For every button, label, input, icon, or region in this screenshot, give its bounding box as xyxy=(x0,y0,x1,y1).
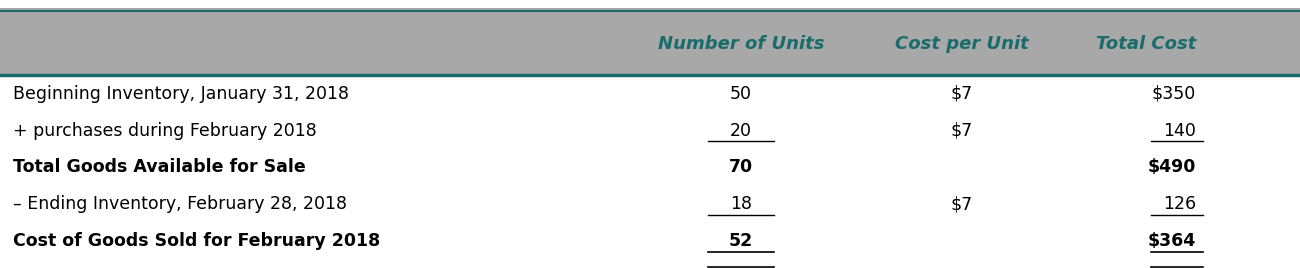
Text: $7: $7 xyxy=(950,195,974,214)
Text: 52: 52 xyxy=(729,232,753,251)
FancyBboxPatch shape xyxy=(0,75,1300,260)
Text: Beginning Inventory, January 31, 2018: Beginning Inventory, January 31, 2018 xyxy=(13,84,348,103)
Text: $490: $490 xyxy=(1148,158,1196,177)
Text: $7: $7 xyxy=(950,121,974,140)
FancyBboxPatch shape xyxy=(0,8,1300,75)
Text: – Ending Inventory, February 28, 2018: – Ending Inventory, February 28, 2018 xyxy=(13,195,347,214)
Text: $350: $350 xyxy=(1152,84,1196,103)
Text: Cost of Goods Sold for February 2018: Cost of Goods Sold for February 2018 xyxy=(13,232,380,251)
Text: 70: 70 xyxy=(729,158,753,177)
Text: Total Goods Available for Sale: Total Goods Available for Sale xyxy=(13,158,305,177)
Text: 18: 18 xyxy=(731,195,751,214)
Text: 126: 126 xyxy=(1164,195,1196,214)
Text: + purchases during February 2018: + purchases during February 2018 xyxy=(13,121,317,140)
Text: 140: 140 xyxy=(1164,121,1196,140)
Text: $364: $364 xyxy=(1148,232,1196,251)
Text: $7: $7 xyxy=(950,84,974,103)
Text: Number of Units: Number of Units xyxy=(658,35,824,53)
Text: 50: 50 xyxy=(731,84,751,103)
Text: Total Cost: Total Cost xyxy=(1096,35,1196,53)
Text: 20: 20 xyxy=(731,121,751,140)
Text: Cost per Unit: Cost per Unit xyxy=(896,35,1028,53)
